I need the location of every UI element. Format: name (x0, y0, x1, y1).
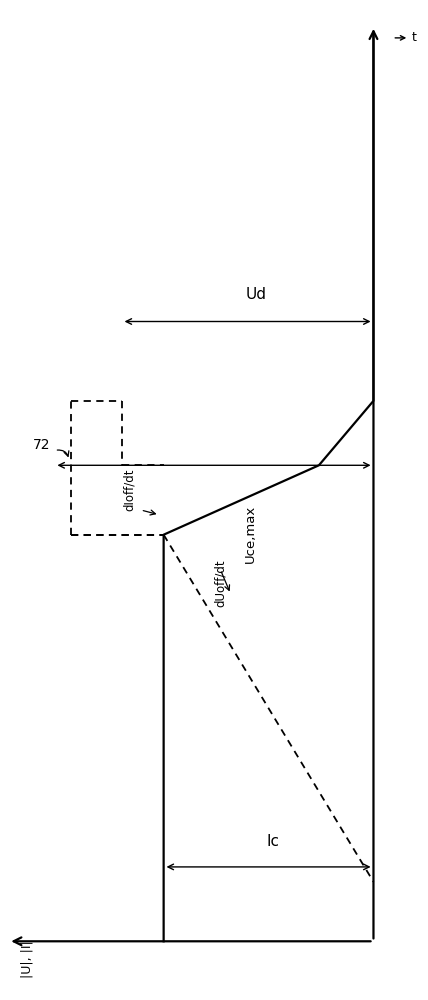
Text: Ud: Ud (246, 287, 267, 302)
Text: |U|, |I|: |U|, |I| (21, 940, 34, 978)
Text: dIoff/dt: dIoff/dt (123, 469, 137, 511)
Text: dUoff/dt: dUoff/dt (214, 560, 227, 607)
Text: Uce,max: Uce,max (244, 505, 256, 563)
Text: t: t (411, 31, 416, 44)
Text: 72: 72 (33, 438, 51, 452)
Text: Ic: Ic (266, 834, 279, 849)
